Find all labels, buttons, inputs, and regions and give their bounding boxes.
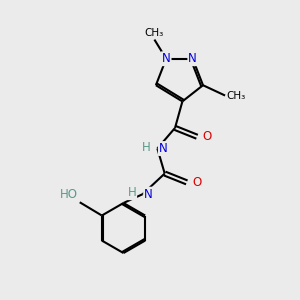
Text: N: N <box>162 52 171 65</box>
Text: CH₃: CH₃ <box>226 91 246 100</box>
Text: HO: HO <box>60 188 78 201</box>
Text: H: H <box>128 186 136 199</box>
Text: N: N <box>159 142 168 155</box>
Text: O: O <box>192 176 201 189</box>
Text: N: N <box>144 188 153 201</box>
Text: O: O <box>202 130 212 143</box>
Text: H: H <box>142 141 151 154</box>
Text: N: N <box>188 52 197 65</box>
Text: CH₃: CH₃ <box>145 28 164 38</box>
